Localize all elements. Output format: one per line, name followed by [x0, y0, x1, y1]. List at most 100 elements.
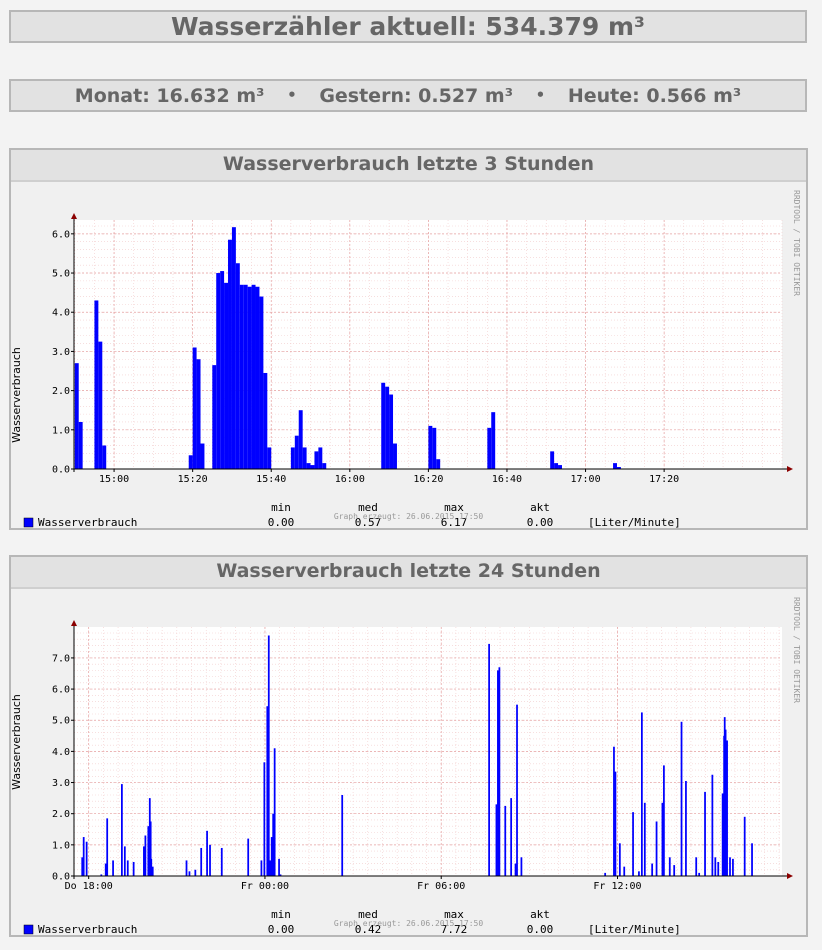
data-bar — [247, 286, 252, 469]
chart-title-24h: Wasserverbrauch letzte 24 Stunden — [11, 557, 806, 589]
data-bar — [487, 427, 492, 469]
data-bar — [106, 818, 109, 876]
bullet-separator: • — [287, 86, 297, 104]
data-bar — [668, 857, 671, 876]
stat-header-min: min — [271, 908, 291, 921]
stat-value-med: 0.57 — [355, 516, 382, 529]
data-bar — [259, 296, 264, 469]
data-bar — [318, 447, 323, 469]
rrdtool-watermark: RRDTOOL / TOBI OETIKER — [792, 190, 801, 296]
data-bar — [126, 860, 129, 876]
data-bar — [558, 465, 562, 469]
data-bar — [428, 425, 433, 469]
data-bar — [132, 861, 135, 876]
stat-header-akt: akt — [530, 908, 550, 921]
rrdtool-watermark: RRDTOOL / TOBI OETIKER — [792, 597, 801, 703]
x-axis-arrow-icon — [787, 466, 793, 472]
y-tick-label: 6.0 — [52, 229, 70, 240]
data-bar — [263, 762, 266, 876]
data-bar — [269, 860, 272, 876]
x-tick-label: Fr 00:00 — [241, 881, 289, 892]
data-bar — [723, 717, 726, 876]
y-tick-label: 1.0 — [52, 840, 70, 851]
data-bar — [504, 805, 507, 876]
data-bar — [243, 284, 248, 469]
y-tick-label: 4.0 — [52, 308, 70, 319]
data-bar — [216, 273, 221, 469]
data-bar — [200, 443, 205, 469]
data-bar — [389, 394, 394, 469]
x-tick-label: 15:20 — [178, 474, 208, 485]
x-tick-label: 17:20 — [649, 474, 679, 485]
data-bar — [151, 866, 154, 876]
data-bar — [251, 284, 256, 469]
data-bar — [100, 874, 103, 876]
data-bar — [302, 447, 307, 469]
stat-value-max: 6.17 — [441, 516, 468, 529]
data-bar — [491, 412, 496, 469]
data-bar — [680, 721, 683, 876]
data-bar — [751, 843, 753, 876]
data-bar — [520, 857, 523, 876]
data-bar — [74, 363, 79, 469]
data-bar — [143, 846, 145, 876]
stat-value-min: 0.00 — [268, 923, 295, 936]
bullet-separator: • — [535, 86, 546, 104]
data-bar — [294, 435, 299, 469]
data-bar — [516, 704, 518, 876]
data-bar — [393, 443, 397, 469]
data-bar — [272, 813, 275, 876]
data-bar — [278, 858, 280, 876]
data-bar — [743, 816, 746, 876]
x-tick-label: Fr 06:00 — [417, 881, 465, 892]
data-bar — [685, 780, 687, 876]
y-tick-label: 6.0 — [52, 685, 70, 696]
data-bar — [613, 746, 615, 876]
data-bar — [663, 765, 665, 876]
data-bar — [623, 866, 626, 876]
data-bar — [613, 463, 617, 469]
data-bar — [94, 300, 99, 469]
data-bar — [314, 451, 319, 469]
data-bar — [640, 712, 643, 876]
data-bar — [82, 837, 85, 876]
y-tick-label: 4.0 — [52, 747, 70, 758]
data-bar — [721, 793, 724, 876]
data-bar — [638, 871, 640, 876]
data-bar — [661, 802, 664, 876]
data-bar — [732, 858, 734, 876]
y-tick-label: 5.0 — [52, 716, 70, 727]
x-tick-label: Do 18:00 — [65, 881, 113, 892]
data-bar — [497, 670, 499, 876]
data-bar — [102, 445, 107, 469]
data-bar — [206, 830, 208, 876]
data-bar — [655, 821, 658, 876]
stat-header-min: min — [271, 501, 291, 514]
data-bar — [255, 286, 260, 469]
y-tick-label: 0.0 — [52, 872, 70, 883]
data-bar — [717, 861, 720, 876]
data-bar — [306, 463, 311, 469]
x-tick-label: 16:00 — [335, 474, 365, 485]
data-bar — [220, 847, 223, 876]
yesterday-consumption: Gestern: 0.527 m³ — [319, 85, 514, 107]
data-bar — [726, 740, 728, 876]
data-bar — [495, 804, 498, 876]
data-bar — [604, 872, 607, 876]
y-tick-label: 2.0 — [52, 809, 70, 820]
data-bar — [112, 860, 114, 876]
data-bar — [432, 427, 437, 469]
stat-header-med: med — [358, 501, 378, 514]
y-tick-label: 1.0 — [52, 425, 70, 436]
stat-value-akt: 0.00 — [527, 923, 554, 936]
data-bar — [123, 846, 126, 876]
stat-value-min: 0.00 — [268, 516, 295, 529]
data-bar — [188, 871, 191, 876]
data-bar — [192, 347, 197, 469]
data-bar — [194, 869, 197, 876]
data-bar — [673, 865, 676, 876]
data-bar — [514, 863, 517, 876]
y-tick-label: 5.0 — [52, 269, 70, 280]
data-bar — [266, 706, 269, 876]
data-bar — [322, 463, 327, 469]
